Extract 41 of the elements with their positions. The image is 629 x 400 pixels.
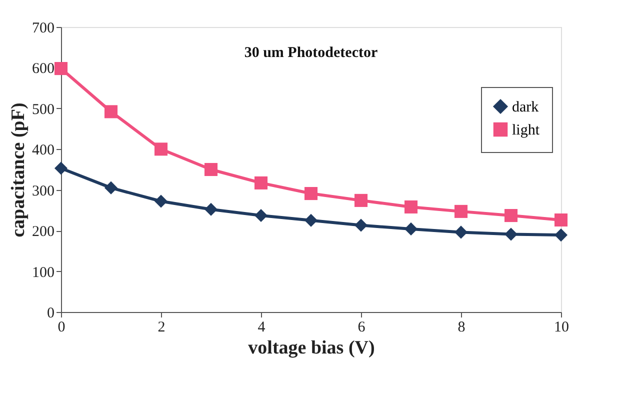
point bbox=[304, 214, 318, 227]
point bbox=[554, 228, 568, 242]
point bbox=[504, 228, 518, 241]
point bbox=[354, 194, 368, 207]
x-tick-label: 4 bbox=[258, 320, 266, 336]
x-tick-label: 10 bbox=[554, 320, 569, 336]
x-tick-label: 8 bbox=[458, 320, 466, 336]
y-axis-title: capacitance (pF) bbox=[8, 102, 29, 238]
text: 30 um Photodetector bbox=[244, 45, 378, 61]
y-tick-label: 600 bbox=[32, 61, 54, 78]
x-tick-label: 2 bbox=[158, 320, 166, 336]
y-tick-label: 0 bbox=[47, 306, 54, 322]
point bbox=[404, 200, 418, 214]
y-tick-label: 500 bbox=[32, 102, 54, 118]
y-tick-label: 100 bbox=[32, 264, 54, 281]
point bbox=[404, 222, 418, 236]
x-tick-label: 6 bbox=[358, 320, 366, 336]
point bbox=[154, 194, 168, 208]
y-tick-label: 200 bbox=[32, 224, 54, 240]
point bbox=[454, 226, 468, 239]
point bbox=[204, 162, 218, 176]
legend-label: dark bbox=[512, 100, 540, 116]
point bbox=[54, 62, 68, 76]
y-tick-label: 400 bbox=[32, 142, 54, 159]
point bbox=[204, 202, 218, 216]
y-tick-label: 700 bbox=[32, 20, 54, 36]
point bbox=[354, 218, 368, 232]
x-axis-title: voltage bias (V) bbox=[248, 338, 375, 358]
x-tick-label: 0 bbox=[58, 320, 66, 336]
point bbox=[104, 181, 118, 194]
point bbox=[554, 213, 568, 227]
point bbox=[254, 176, 268, 190]
point bbox=[54, 162, 68, 175]
point bbox=[304, 187, 318, 200]
point bbox=[454, 204, 468, 218]
point bbox=[104, 105, 118, 118]
point bbox=[154, 142, 168, 156]
point bbox=[504, 208, 518, 222]
point bbox=[254, 208, 268, 222]
y-tick-label: 300 bbox=[32, 183, 54, 200]
legend-label: light bbox=[512, 122, 540, 138]
